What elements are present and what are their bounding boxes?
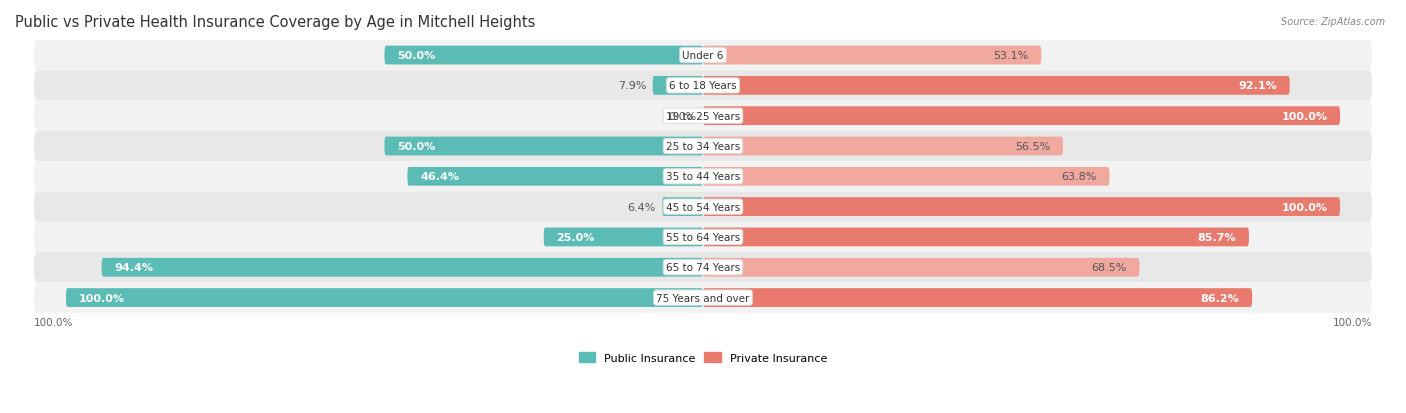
- Text: 100.0%: 100.0%: [1281, 112, 1327, 121]
- Text: Under 6: Under 6: [682, 51, 724, 61]
- FancyBboxPatch shape: [34, 162, 1372, 192]
- Text: 45 to 54 Years: 45 to 54 Years: [666, 202, 740, 212]
- FancyBboxPatch shape: [703, 258, 1139, 277]
- Text: 53.1%: 53.1%: [993, 51, 1029, 61]
- FancyBboxPatch shape: [34, 192, 1372, 222]
- FancyBboxPatch shape: [703, 47, 1042, 65]
- FancyBboxPatch shape: [34, 71, 1372, 101]
- FancyBboxPatch shape: [384, 137, 703, 156]
- Text: 0.0%: 0.0%: [668, 112, 696, 121]
- FancyBboxPatch shape: [544, 228, 703, 247]
- FancyBboxPatch shape: [703, 288, 1253, 307]
- Text: 7.9%: 7.9%: [617, 81, 647, 91]
- FancyBboxPatch shape: [703, 168, 1109, 186]
- Text: 46.4%: 46.4%: [420, 172, 460, 182]
- Text: 25 to 34 Years: 25 to 34 Years: [666, 142, 740, 152]
- FancyBboxPatch shape: [34, 222, 1372, 252]
- Text: 6.4%: 6.4%: [627, 202, 655, 212]
- Text: 68.5%: 68.5%: [1091, 263, 1126, 273]
- FancyBboxPatch shape: [34, 283, 1372, 313]
- Text: Source: ZipAtlas.com: Source: ZipAtlas.com: [1281, 17, 1385, 26]
- Text: 35 to 44 Years: 35 to 44 Years: [666, 172, 740, 182]
- FancyBboxPatch shape: [34, 101, 1372, 131]
- Text: 75 Years and over: 75 Years and over: [657, 293, 749, 303]
- FancyBboxPatch shape: [703, 137, 1063, 156]
- Text: 6 to 18 Years: 6 to 18 Years: [669, 81, 737, 91]
- Text: 94.4%: 94.4%: [114, 263, 153, 273]
- Text: 50.0%: 50.0%: [398, 51, 436, 61]
- FancyBboxPatch shape: [703, 107, 1340, 126]
- Text: 19 to 25 Years: 19 to 25 Years: [666, 112, 740, 121]
- Text: 100.0%: 100.0%: [1281, 202, 1327, 212]
- Text: 25.0%: 25.0%: [557, 233, 595, 242]
- FancyBboxPatch shape: [652, 77, 703, 95]
- Legend: Public Insurance, Private Insurance: Public Insurance, Private Insurance: [574, 348, 832, 367]
- FancyBboxPatch shape: [408, 168, 703, 186]
- FancyBboxPatch shape: [34, 131, 1372, 162]
- Text: 85.7%: 85.7%: [1198, 233, 1236, 242]
- Text: 55 to 64 Years: 55 to 64 Years: [666, 233, 740, 242]
- Text: 100.0%: 100.0%: [34, 318, 73, 328]
- FancyBboxPatch shape: [34, 252, 1372, 283]
- FancyBboxPatch shape: [703, 198, 1340, 216]
- FancyBboxPatch shape: [66, 288, 703, 307]
- FancyBboxPatch shape: [34, 41, 1372, 71]
- Text: 86.2%: 86.2%: [1201, 293, 1239, 303]
- Text: 63.8%: 63.8%: [1062, 172, 1097, 182]
- FancyBboxPatch shape: [703, 228, 1249, 247]
- Text: Public vs Private Health Insurance Coverage by Age in Mitchell Heights: Public vs Private Health Insurance Cover…: [15, 15, 536, 30]
- Text: 65 to 74 Years: 65 to 74 Years: [666, 263, 740, 273]
- FancyBboxPatch shape: [101, 258, 703, 277]
- FancyBboxPatch shape: [703, 77, 1289, 95]
- FancyBboxPatch shape: [384, 47, 703, 65]
- Text: 100.0%: 100.0%: [1333, 318, 1372, 328]
- FancyBboxPatch shape: [662, 198, 703, 216]
- Text: 92.1%: 92.1%: [1239, 81, 1277, 91]
- Text: 50.0%: 50.0%: [398, 142, 436, 152]
- Text: 56.5%: 56.5%: [1015, 142, 1050, 152]
- Text: 100.0%: 100.0%: [79, 293, 125, 303]
